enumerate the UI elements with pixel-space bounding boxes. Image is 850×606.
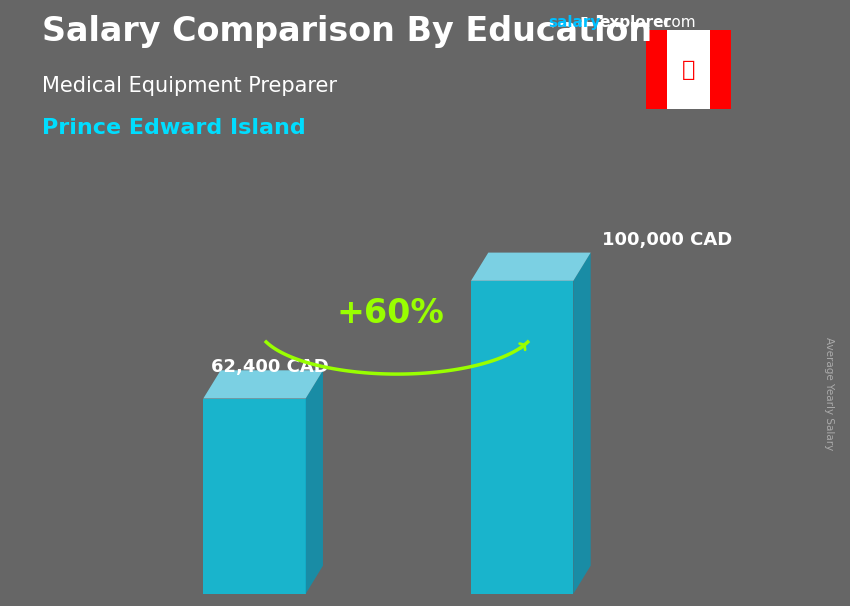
Text: Average Yearly Salary: Average Yearly Salary bbox=[824, 338, 834, 450]
Text: explorer: explorer bbox=[599, 15, 672, 30]
Text: +60%: +60% bbox=[336, 296, 444, 330]
Polygon shape bbox=[574, 253, 591, 594]
Text: .com: .com bbox=[659, 15, 696, 30]
Text: Salary Comparison By Education: Salary Comparison By Education bbox=[42, 15, 653, 48]
Text: 100,000 CAD: 100,000 CAD bbox=[603, 231, 733, 249]
Text: Prince Edward Island: Prince Edward Island bbox=[42, 118, 306, 138]
Polygon shape bbox=[203, 370, 323, 399]
Bar bbox=[710, 30, 731, 109]
Polygon shape bbox=[471, 281, 574, 594]
Polygon shape bbox=[203, 399, 306, 594]
Text: Medical Equipment Preparer: Medical Equipment Preparer bbox=[42, 76, 337, 96]
Polygon shape bbox=[306, 370, 323, 594]
Text: 🍁: 🍁 bbox=[682, 59, 695, 80]
Text: salary: salary bbox=[548, 15, 601, 30]
Text: 62,400 CAD: 62,400 CAD bbox=[211, 358, 329, 376]
Polygon shape bbox=[471, 253, 591, 281]
Bar bbox=[646, 30, 667, 109]
